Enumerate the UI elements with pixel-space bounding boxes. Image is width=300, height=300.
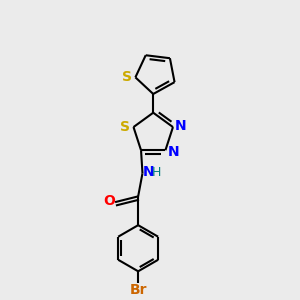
Text: H: H bbox=[152, 166, 162, 179]
Text: N: N bbox=[168, 145, 179, 159]
Text: N: N bbox=[143, 165, 154, 179]
Text: Br: Br bbox=[129, 283, 147, 297]
Text: O: O bbox=[103, 194, 115, 208]
Text: N: N bbox=[175, 118, 187, 133]
Text: S: S bbox=[120, 120, 130, 134]
Text: S: S bbox=[122, 70, 132, 84]
